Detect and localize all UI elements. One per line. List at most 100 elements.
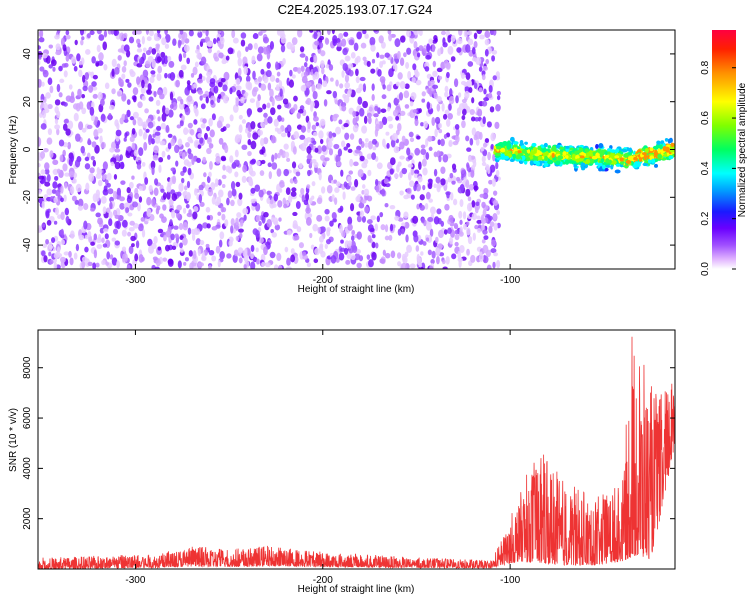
spectrogram-cell [440, 166, 446, 174]
spectrogram-cell [380, 108, 387, 113]
spectrogram-cell [141, 161, 146, 167]
spectrogram-cell [343, 247, 349, 255]
spectrogram-cell [84, 72, 90, 81]
spectrogram-cell [257, 76, 263, 83]
spectrogram-cell [545, 151, 549, 156]
spectrogram-cell [454, 229, 459, 235]
spectrogram-cell [434, 37, 438, 43]
spectrogram-cell [49, 259, 54, 265]
spectrogram-cell [625, 160, 632, 164]
spectrogram-cell [206, 175, 211, 184]
spectrogram-cell [482, 208, 487, 217]
spectrogram-cell [573, 163, 577, 168]
spectrogram-cell [442, 113, 448, 120]
spectrogram-cell [529, 160, 534, 166]
spectrogram-cell [276, 30, 282, 36]
spectrogram-cell [127, 212, 133, 217]
spectrogram-cell [242, 56, 248, 65]
spectrogram-cell [468, 86, 473, 94]
spectrogram-cell [201, 251, 205, 261]
spectrogram-cell [94, 116, 99, 123]
spectrogram-cell [235, 97, 239, 107]
spectrogram-cell [63, 251, 70, 256]
spectrogram-cell [198, 194, 203, 203]
spectrogram-cell [526, 149, 531, 154]
spectrogram-cell [236, 50, 242, 59]
spectrogram-cell [447, 227, 452, 234]
spectrogram-cell [300, 125, 307, 133]
spectrogram-cell [56, 30, 61, 35]
spectrogram-cell [206, 71, 212, 77]
spectrogram-cell [368, 106, 373, 112]
spectrogram-cell [277, 104, 282, 110]
spectrogram-cell [178, 222, 184, 231]
spectrogram-cell [338, 252, 345, 261]
spectrogram-cell [132, 118, 137, 126]
spectrogram-cell [665, 149, 670, 153]
spectrogram-cell [189, 129, 195, 136]
spectrogram-cell [531, 142, 537, 147]
spectrogram-cell [299, 46, 305, 53]
spectrogram-cell [180, 98, 184, 105]
spectrogram-cell [162, 86, 168, 96]
spectrogram-cell [251, 88, 257, 97]
spectrogram-cell [488, 225, 493, 234]
spectrogram-cell [102, 41, 108, 51]
spectrogram-cell [279, 32, 286, 39]
y-tick-label: -20 [22, 190, 33, 205]
spectrogram-cell [239, 219, 244, 227]
spectrogram-cell [332, 218, 337, 223]
spectrogram-cell [162, 257, 168, 262]
spectrogram-cell [74, 39, 78, 46]
spectrogram-cell [174, 144, 180, 154]
spectrogram-cell [121, 93, 127, 102]
spectrogram-cell [565, 155, 569, 159]
spectrogram-cell [186, 95, 193, 102]
spectrogram-cell [190, 228, 196, 235]
spectrogram-cell [367, 234, 372, 243]
spectrogram-cell [425, 222, 432, 231]
spectrogram-cell [494, 152, 501, 156]
spectrogram-cell [252, 228, 259, 236]
spectrogram-cell [177, 39, 181, 49]
spectrogram-cell [290, 191, 297, 197]
spectrogram-cell [463, 30, 468, 38]
spectrogram-cell [195, 49, 200, 54]
spectrogram-cell [474, 116, 480, 122]
spectrogram-cell [599, 166, 603, 170]
snr-frame [37, 329, 676, 570]
spectrogram-cell [274, 61, 279, 71]
spectrogram-cell [217, 260, 221, 268]
spectrogram-cell [467, 61, 474, 67]
spectrogram-cell [205, 243, 210, 248]
spectrogram-cell [140, 217, 146, 222]
spectrogram-cell [161, 150, 166, 158]
spectrogram-cell [512, 141, 519, 145]
spectrogram-cell [128, 245, 134, 255]
spectrogram-cell [210, 99, 214, 106]
spectrogram-cell [141, 79, 145, 89]
spectrogram-cell [221, 213, 226, 221]
spectrogram-cell [90, 207, 96, 212]
spectrogram-cell [399, 155, 405, 160]
spectrogram-cell [171, 209, 176, 219]
spectrogram-cell [276, 252, 282, 262]
spectrogram-cell [146, 196, 152, 206]
spectrogram-cell [415, 47, 420, 52]
spectrogram-cell [209, 161, 213, 170]
spectrogram-cell [353, 161, 359, 167]
spectrogram-cell [653, 149, 658, 154]
spectrogram-cell [282, 98, 289, 105]
spectrogram-cell [331, 30, 335, 35]
spectrogram-cell [279, 149, 283, 154]
spectrogram-cell [201, 76, 206, 81]
spectrogram-cell [499, 147, 506, 153]
spectrogram-cell [386, 142, 390, 149]
spectrogram-cell [466, 147, 472, 152]
spectrogram-cell [95, 173, 102, 180]
spectrogram-cell [182, 52, 187, 59]
spectrogram-cell [211, 255, 217, 262]
spectrogram-cell [519, 140, 524, 145]
